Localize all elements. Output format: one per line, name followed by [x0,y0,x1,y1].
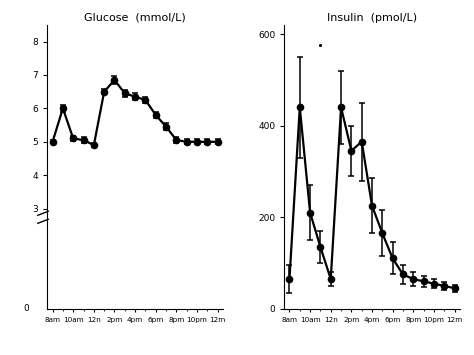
Title: Glucose  (mmol/L): Glucose (mmol/L) [84,13,186,23]
Title: Insulin  (pmol/L): Insulin (pmol/L) [327,13,417,23]
Text: 0: 0 [24,304,29,313]
